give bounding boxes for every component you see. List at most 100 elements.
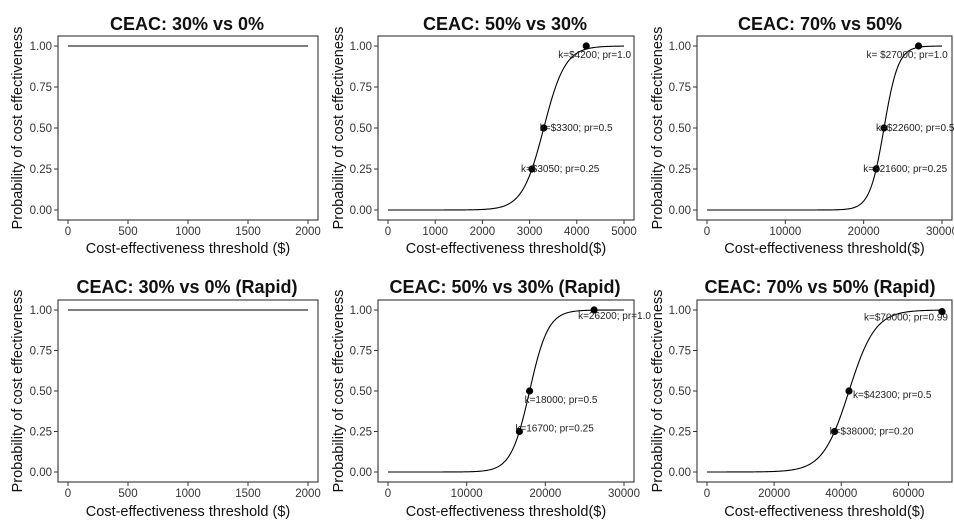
plot-border — [377, 299, 635, 483]
threshold-point — [515, 427, 523, 436]
threshold-point — [830, 427, 839, 436]
plot-border — [57, 299, 319, 483]
chart-title: CEAC: 30% vs 0% — [110, 14, 264, 34]
x-axis-label: Cost-effectiveness threshold ($) — [86, 241, 290, 257]
chart-title: CEAC: 50% vs 30% (Rapid) — [389, 277, 620, 297]
x-tick-label: 4000 — [564, 226, 590, 238]
y-axis-label: Probability of cost effectiveness — [331, 290, 347, 493]
y-tick-label: 0.00 — [30, 205, 52, 217]
y-tick-label: 0.50 — [669, 386, 691, 398]
y-tick-label: 0.50 — [30, 386, 52, 398]
x-axis-label: Cost-effectiveness threshold($) — [406, 504, 606, 520]
x-tick-label: 60000 — [892, 488, 924, 500]
x-axis-label: Cost-effectiveness threshold($) — [406, 241, 606, 257]
point-annotation: k=$3300; pr=0.5 — [540, 123, 613, 134]
ceac-curve — [707, 309, 943, 473]
threshold-point — [528, 165, 536, 173]
chart-panel-4: CEAC: 30% vs 0% (Rapid) 0 500 1000 1500 2000 0… — [10, 277, 321, 520]
x-tick-label: 1500 — [235, 488, 261, 500]
x-tick-label: 1000 — [422, 226, 448, 238]
threshold-point — [938, 308, 946, 316]
y-tick-label: 1.00 — [30, 41, 52, 53]
x-tick-label: 2000 — [295, 488, 321, 500]
y-tick-label: 1.00 — [669, 41, 691, 53]
y-tick-label: 0.00 — [350, 205, 372, 217]
x-tick-label: 20000 — [529, 488, 561, 500]
threshold-point — [845, 387, 853, 395]
y-tick-label: 1.00 — [350, 41, 372, 53]
x-tick-label: 30000 — [926, 226, 954, 238]
ceac-curve — [707, 45, 943, 211]
point-annotation: k=16700; pr=0.25 — [515, 424, 594, 435]
x-tick-label: 500 — [118, 488, 137, 500]
x-tick-label: 1000 — [175, 488, 201, 500]
y-tick-label: 0.75 — [30, 82, 52, 94]
threshold-point — [582, 42, 590, 50]
x-tick-label: 10000 — [769, 226, 801, 238]
x-tick-label: 2000 — [295, 226, 321, 238]
chart-title: CEAC: 50% vs 30% — [423, 14, 587, 34]
y-axis-label: Probability of cost effectiveness — [10, 27, 26, 230]
threshold-point — [914, 42, 923, 50]
y-axis-label: Probability of cost effectiveness — [10, 290, 26, 493]
y-tick-label: 0.50 — [350, 123, 372, 135]
chart-panel-1: CEAC: 30% vs 0% 0 500 1000 1500 2000 0.00 0.25 0… — [10, 14, 321, 257]
ceac-curve — [388, 45, 625, 211]
x-tick-label: 2000 — [470, 226, 496, 238]
y-tick-label: 0.75 — [30, 346, 52, 358]
threshold-point — [590, 306, 598, 314]
x-tick-label: 1500 — [235, 226, 261, 238]
chart-title: CEAC: 30% vs 0% (Rapid) — [76, 277, 297, 297]
point-annotation: k=$21600; pr=0.25 — [863, 164, 947, 175]
point-annotation: k= $27000; pr=1.0 — [867, 50, 949, 61]
y-tick-label: 1.00 — [30, 305, 52, 317]
point-annotation: k=26200; pr=1.0 — [578, 311, 651, 322]
y-tick-label: 0.25 — [30, 427, 52, 439]
threshold-point — [872, 165, 880, 173]
x-tick-label: 20000 — [848, 226, 880, 238]
y-tick-label: 0.50 — [30, 123, 52, 135]
chart-panel-2: CEAC: 50% vs 30% 0 1000 2000 3000 4000 5000 0.0… — [331, 14, 637, 257]
y-tick-label: 0.75 — [669, 82, 691, 94]
x-tick-label: 3000 — [517, 226, 543, 238]
y-tick-label: 1.00 — [669, 305, 691, 317]
x-tick-label: 5000 — [611, 226, 637, 238]
x-tick-label: 500 — [118, 226, 137, 238]
y-axis-label: Probability of cost effectiveness — [331, 27, 347, 230]
x-tick-label: 1000 — [175, 226, 201, 238]
threshold-point — [526, 387, 534, 395]
y-tick-label: 1.00 — [350, 305, 372, 317]
y-tick-label: 0.75 — [350, 346, 372, 358]
x-tick-label: 40000 — [825, 488, 857, 500]
y-tick-label: 0.25 — [669, 164, 691, 176]
x-axis-label: Cost-effectiveness threshold($) — [724, 241, 924, 257]
x-tick-label: 0 — [704, 226, 710, 238]
y-tick-label: 0.00 — [669, 205, 691, 217]
point-annotation: k=18000; pr=0.5 — [525, 395, 598, 406]
ceac-curve — [388, 309, 624, 473]
x-tick-label: 10000 — [451, 488, 483, 500]
chart-panel-3: CEAC: 70% vs 50% 0 10000 20000 30000 0.00 0.25… — [650, 14, 954, 257]
y-tick-label: 0.00 — [30, 467, 52, 479]
y-tick-label: 0.75 — [669, 346, 691, 358]
threshold-point — [540, 124, 548, 132]
point-annotation: k=$22600; pr=0.5 — [876, 123, 954, 134]
chart-panel-5: CEAC: 50% vs 30% (Rapid) 0 10000 20000 30000… — [331, 277, 651, 520]
y-tick-label: 0.00 — [669, 467, 691, 479]
point-annotation: k=$70000; pr=0.99 — [864, 313, 948, 324]
y-tick-label: 0.25 — [350, 427, 372, 439]
x-tick-label: 0 — [65, 226, 71, 238]
point-annotation: k=$38000; pr=0.20 — [830, 427, 914, 438]
y-tick-label: 0.25 — [669, 427, 691, 439]
y-axis-label: Probability of cost effectiveness — [650, 27, 666, 230]
x-tick-label: 30000 — [608, 488, 640, 500]
y-axis-label: Probability of cost effectiveness — [650, 290, 666, 493]
y-tick-label: 0.25 — [350, 164, 372, 176]
chart-title: CEAC: 70% vs 50% — [738, 14, 902, 34]
x-tick-label: 0 — [385, 488, 391, 500]
x-tick-label: 0 — [704, 488, 710, 500]
point-annotation: k=$3050; pr=0.25 — [521, 164, 600, 175]
point-annotation: k=$42300; pr=0.5 — [853, 390, 932, 401]
threshold-point — [880, 124, 888, 132]
